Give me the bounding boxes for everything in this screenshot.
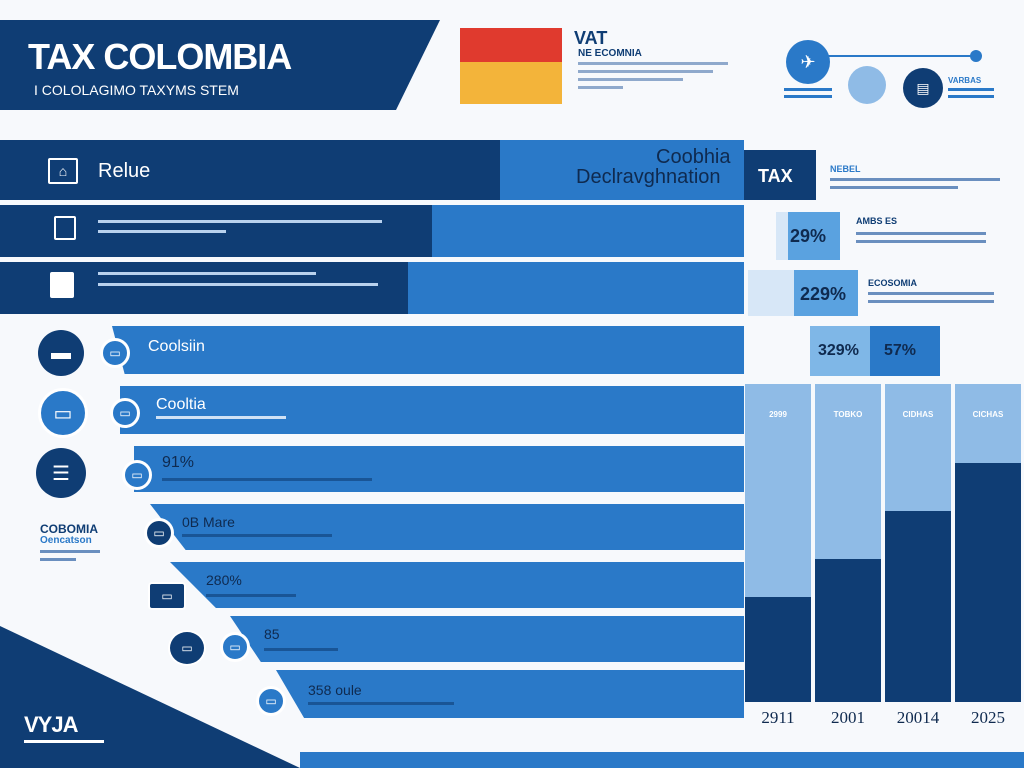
building-icon: ▤	[903, 68, 943, 108]
side-2-title: AMBS ES	[856, 216, 898, 226]
row-1-bar	[0, 140, 500, 200]
stair-3-bar	[134, 446, 744, 492]
side-1-title: NEBEL	[830, 164, 861, 174]
stair-2-text-lines	[156, 416, 286, 419]
stair-7-title: 358 oule	[308, 682, 362, 698]
chart-bar-2	[815, 559, 881, 702]
pct-4: 57%	[884, 342, 917, 359]
side-1-text-lines	[830, 178, 1000, 189]
stair-4-marker-icon: ▭	[144, 518, 174, 548]
chart-column-label-3: CIDHAS	[902, 410, 934, 419]
declaration-line-1: Coobhia	[656, 146, 731, 168]
row-2-bar-ext	[432, 205, 744, 257]
left-label-lines	[40, 550, 100, 561]
top-icons-label: VARBAS	[948, 76, 982, 85]
stair-5-bar	[170, 562, 744, 608]
stair-2-bar	[120, 386, 744, 434]
chart-category-4: 2025	[971, 708, 1005, 727]
pct-3: 329%	[818, 342, 859, 359]
left-label-2: Oencatson	[40, 535, 92, 546]
stair-2-title: Cooltia	[156, 396, 206, 413]
stair-3-text-lines	[162, 478, 372, 481]
globe-icon: ✈	[786, 40, 830, 84]
pct-2: 229%	[800, 284, 847, 304]
document-box-icon	[50, 272, 74, 298]
stair-7-bar	[276, 670, 744, 718]
laptop-icon: ▭	[38, 388, 88, 438]
vat-text-lines	[578, 62, 728, 89]
pct-1: 29%	[790, 226, 827, 246]
stair-3-title: 91%	[162, 454, 195, 471]
bottom-strip	[300, 752, 1024, 768]
bank-icon: ⌂	[48, 158, 78, 184]
chart-category-2: 2001	[831, 708, 865, 727]
briefcase-icon: ▬	[38, 330, 84, 376]
tablet-icon	[54, 216, 76, 240]
top-right-text-lines	[948, 88, 994, 98]
side-2-text-lines	[856, 232, 986, 243]
chart-column-label-2: TOBKO	[833, 410, 863, 419]
stair-7-text-lines	[308, 702, 454, 705]
stair-4-title: 0B Mare	[182, 514, 235, 530]
flag	[460, 28, 562, 104]
stair-1-title: Coolsiin	[148, 338, 205, 355]
side-3-title: ECOSOMIA	[868, 278, 918, 288]
chart-column-label-1: 2999	[769, 410, 787, 419]
pct-1-fill	[788, 212, 840, 260]
chart-category-3: 20014	[896, 708, 940, 727]
stair-6-title: 85	[264, 626, 280, 642]
document-icon	[848, 66, 886, 104]
pct-2-fill	[794, 270, 858, 316]
vat-label: VAT	[574, 28, 608, 48]
stair-6-text-lines	[264, 648, 338, 651]
chart-bar-3	[885, 511, 951, 702]
row-3-bar-ext	[408, 262, 744, 314]
row-3-text-lines	[98, 272, 378, 286]
card-icon: ▭	[168, 630, 206, 666]
row-1-title: Relue	[98, 160, 151, 182]
tax-tab	[744, 150, 816, 200]
stair-2-marker-icon: ▭	[110, 398, 140, 428]
top-left-text-lines	[784, 88, 832, 98]
stair-4-text-lines	[182, 534, 332, 537]
chart-column-label-4: CICHAS	[972, 410, 1004, 419]
stair-4-bar	[150, 504, 744, 550]
stair-3-marker-icon: ▭	[122, 460, 152, 490]
pct-4-box	[870, 326, 940, 376]
chart-bar-4	[955, 463, 1021, 702]
wallet-icon: ▭	[148, 582, 186, 610]
logo: VYJA	[24, 712, 78, 737]
page-subtitle: I COLOLAGIMO TAXYMS STEM	[34, 82, 239, 98]
stair-5-text-lines	[206, 594, 296, 597]
left-label-1: COBOMIA	[40, 522, 98, 536]
page-title: TAX COLOMBIA	[28, 36, 292, 77]
side-3-text-lines	[868, 292, 994, 303]
vat-sub: NE ECOMNIA	[578, 48, 642, 59]
stair-6-marker-icon: ▭	[220, 632, 250, 662]
stair-1-bar	[112, 326, 744, 374]
declaration-banner	[500, 140, 744, 200]
declaration-line-2: Declravghnation	[576, 166, 721, 188]
logo-underline	[24, 740, 104, 743]
pct-3-fill	[810, 326, 870, 376]
tax-tab-label: TAX	[758, 166, 793, 186]
connector-line	[808, 55, 976, 57]
stair-1-marker-icon: ▭	[100, 338, 130, 368]
row-2-text-lines	[98, 220, 382, 233]
chart-category-1: 2911	[761, 708, 795, 727]
chart-area: 2999 TOBKO CIDHAS CICHAS	[745, 384, 1024, 702]
stair-7-marker-icon: ▭	[256, 686, 286, 716]
header-banner	[0, 20, 440, 110]
chart-bar-1	[745, 597, 811, 702]
calculator-icon: ☰	[36, 448, 86, 498]
stair-6-bar	[230, 616, 744, 662]
stair-5-title: 280%	[206, 572, 242, 588]
connector-dot	[970, 50, 982, 62]
